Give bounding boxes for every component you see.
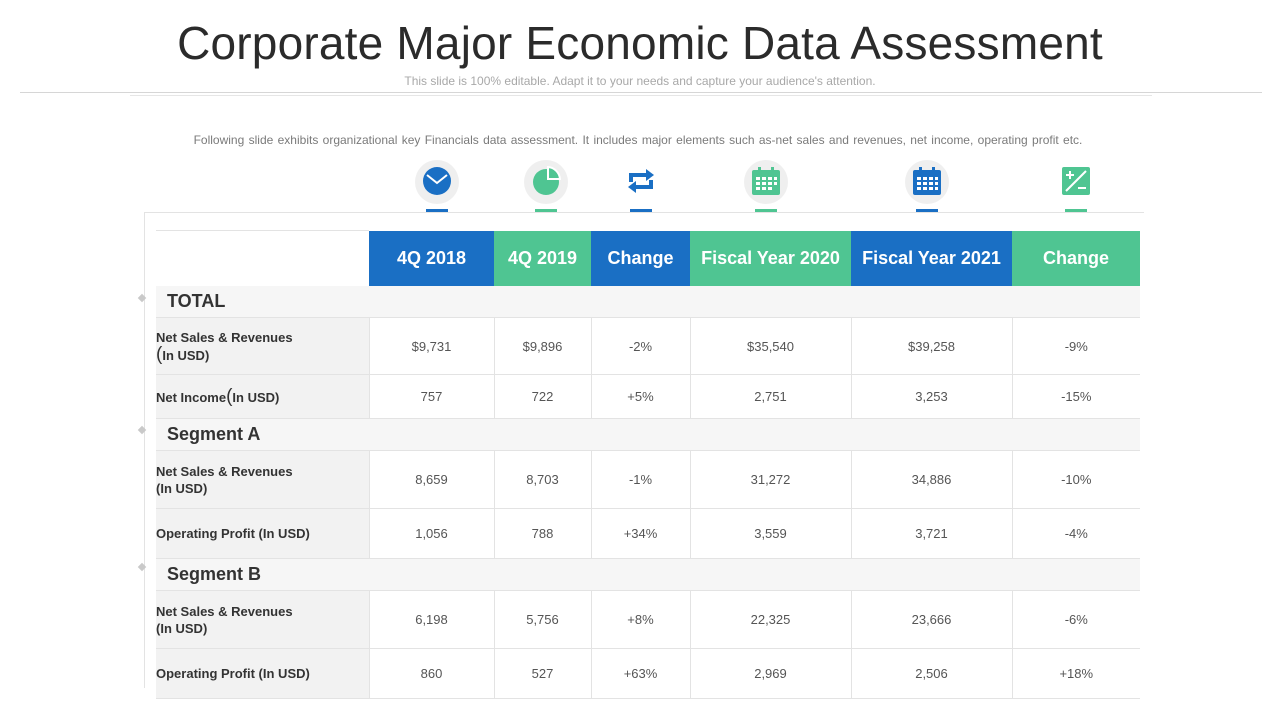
column-header: Change [1012, 230, 1140, 286]
column-header: Fiscal Year 2020 [690, 230, 851, 286]
table-cell: 8,659 [368, 450, 494, 509]
table-cell: -10% [1011, 450, 1140, 509]
pie-icon-holder [524, 160, 568, 214]
table-row: Net Sales & Revenues (In USD) 6,198 5,75… [156, 590, 1140, 649]
table-cell: 722 [493, 374, 591, 419]
table-header-row: 4Q 2018 4Q 2019 Change Fiscal Year 2020 … [156, 230, 1140, 286]
table-cell: +18% [1011, 648, 1140, 699]
divider [130, 95, 1152, 96]
table-cell: $9,731 [368, 317, 494, 375]
calendar-grid-icon [913, 167, 941, 195]
table-cell: 5,756 [493, 590, 591, 649]
table-cell: +5% [590, 374, 690, 419]
section-row: TOTAL [156, 285, 1140, 318]
table-row: Operating Profit (In USD) 1,056 788 +34%… [156, 508, 1140, 559]
table-row: Net Sales & Revenues (In USD) $9,731 $9,… [156, 317, 1140, 375]
row-label-unit: (In USD) [156, 480, 208, 496]
table-cell: -9% [1011, 317, 1140, 375]
table-cell: -1% [590, 450, 690, 509]
table-cell: -4% [1011, 508, 1140, 559]
calendar-icon-holder [744, 160, 788, 214]
frame-line-top [144, 212, 1144, 213]
row-label: Operating Profit (In USD) [156, 508, 369, 559]
row-label: Net Sales & Revenues (In USD) [156, 450, 369, 509]
page-title: Corporate Major Economic Data Assessment [177, 17, 1103, 69]
row-label: Net Sales & Revenues (In USD) [156, 317, 369, 375]
table-cell: $9,896 [493, 317, 591, 375]
column-header: 4Q 2019 [494, 230, 591, 286]
pie-chart-icon [533, 166, 561, 195]
calendar-grid-icon-holder [905, 160, 949, 214]
table-cell: 3,253 [850, 374, 1012, 419]
table-cell: -2% [590, 317, 690, 375]
section-title: TOTAL [156, 285, 1140, 318]
table-cell: 3,721 [850, 508, 1012, 559]
table-cell: 860 [368, 648, 494, 699]
row-label-unit: In USD) [162, 347, 210, 363]
table-cell: 527 [493, 648, 591, 699]
section-row: Segment A [156, 418, 1140, 451]
table-cell: 1,056 [368, 508, 494, 559]
table-cell: 757 [368, 374, 494, 419]
table-cell: 22,325 [689, 590, 851, 649]
row-label-text: Net Sales & Revenues [156, 329, 293, 345]
row-label-text: Net Sales & Revenues [156, 463, 293, 479]
row-label-text: Net Income [156, 389, 227, 405]
section-row: Segment B [156, 558, 1140, 591]
row-label-unit: In USD) [232, 389, 280, 405]
refresh-icon [628, 169, 654, 193]
table-row: Net Sales & Revenues (In USD) 8,659 8,70… [156, 450, 1140, 509]
mail-icon [423, 167, 451, 195]
section-title: Segment B [156, 558, 1140, 591]
financial-table: 4Q 2018 4Q 2019 Change Fiscal Year 2020 … [156, 230, 1140, 699]
row-label: Net Sales & Revenues (In USD) [156, 590, 369, 649]
divider [20, 92, 1262, 93]
table-row: Net Income(In USD) 757 722 +5% 2,751 3,2… [156, 374, 1140, 419]
slide-description: Following slide exhibits organizational … [193, 133, 1083, 147]
row-label: Operating Profit (In USD) [156, 648, 369, 699]
table-cell: 8,703 [493, 450, 591, 509]
table-cell: +8% [590, 590, 690, 649]
row-label-unit: (In USD) [156, 620, 208, 636]
row-label: Net Income(In USD) [156, 374, 369, 419]
table-cell: -6% [1011, 590, 1140, 649]
page-subtitle: This slide is 100% editable. Adapt it to… [404, 74, 876, 88]
section-title: Segment A [156, 418, 1140, 451]
table-cell: 31,272 [689, 450, 851, 509]
row-label-text: Net Sales & Revenues [156, 603, 293, 619]
mail-icon-holder [415, 160, 459, 214]
table-cell: $35,540 [689, 317, 851, 375]
table-cell: 2,751 [689, 374, 851, 419]
refresh-icon-holder [619, 160, 663, 214]
calendar-icon [752, 167, 780, 195]
table-cell: 23,666 [850, 590, 1012, 649]
table-cell: 2,506 [850, 648, 1012, 699]
plus-minus-icon [1062, 167, 1090, 195]
table-row: Operating Profit (In USD) 860 527 +63% 2… [156, 648, 1140, 699]
header-corner [156, 230, 369, 286]
frame-line-left [144, 212, 145, 688]
table-cell: 34,886 [850, 450, 1012, 509]
column-header: 4Q 2018 [369, 230, 494, 286]
table-cell: 3,559 [689, 508, 851, 559]
column-header: Fiscal Year 2021 [851, 230, 1012, 286]
plus-minus-icon-holder [1054, 160, 1098, 214]
column-header: Change [591, 230, 690, 286]
table-cell: +34% [590, 508, 690, 559]
table-cell: 788 [493, 508, 591, 559]
table-cell: $39,258 [850, 317, 1012, 375]
table-cell: 2,969 [689, 648, 851, 699]
table-cell: -15% [1011, 374, 1140, 419]
table-cell: 6,198 [368, 590, 494, 649]
table-cell: +63% [590, 648, 690, 699]
